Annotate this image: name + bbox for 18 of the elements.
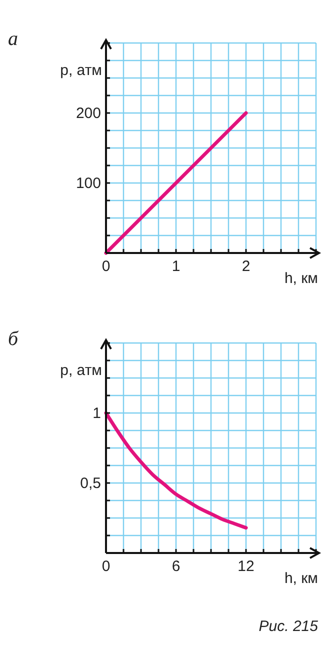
y-axis-title: p, атм: [60, 62, 102, 79]
chart-title: а: [8, 28, 18, 50]
x-tick-label: 12: [238, 558, 254, 575]
x-tick-label: 2: [242, 258, 250, 275]
y-tick-label: 1: [92, 405, 101, 422]
x-tick-label: 0: [102, 558, 110, 575]
x-axis-title: h, км: [284, 270, 318, 287]
x-tick-label: 0: [102, 258, 110, 275]
x-tick-label: 6: [172, 558, 180, 575]
text: Рис. 215: [258, 618, 319, 635]
x-tick-label: 1: [172, 258, 180, 275]
y-tick-label: 100: [76, 175, 101, 192]
y-tick-label: 0,5: [80, 475, 101, 492]
chart-title: б: [8, 328, 19, 350]
y-tick-label: 200: [76, 105, 101, 122]
x-axis-title: h, км: [284, 570, 318, 587]
line-series: [104, 411, 248, 530]
y-axis-title: p, атм: [60, 362, 102, 379]
